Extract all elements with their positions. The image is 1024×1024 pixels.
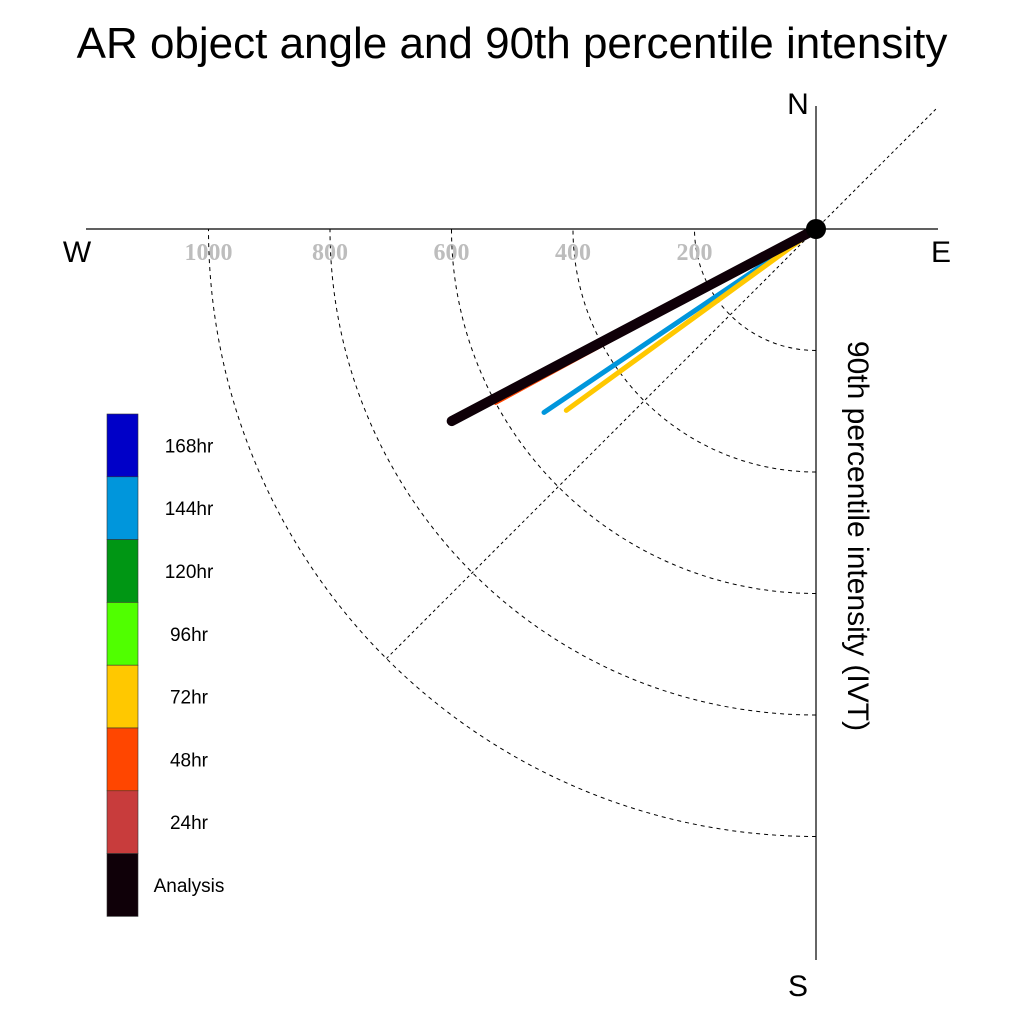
vector-analysis — [446, 224, 821, 427]
legend-label-120hr: 120hr — [165, 562, 214, 583]
legend-label-96hr: 96hr — [170, 625, 209, 646]
compass-north-label: N — [787, 88, 809, 121]
compass-west-label: W — [63, 236, 92, 269]
legend-swatch-96hr — [106, 602, 139, 666]
tick-label-800: 800 — [312, 240, 348, 266]
legend-swatch-168hr — [106, 413, 139, 478]
vector-72hr — [563, 226, 819, 413]
legend-swatch-144hr — [106, 476, 139, 540]
legend-swatch-24hr — [106, 790, 139, 854]
intensity-vectors — [446, 224, 821, 427]
legend-label-72hr: 72hr — [170, 688, 209, 709]
legend: 168hr 144hr 120hr 96hr 72hr 48hr 24hr Analysis — [106, 413, 225, 917]
grid-arc-200 — [694, 228, 817, 351]
tick-label-400: 400 — [555, 240, 591, 266]
origin-marker — [806, 219, 826, 239]
y-axis-label: 90th percentile intensity (IVT) — [841, 341, 874, 731]
compass-east-label: E — [931, 236, 951, 269]
legend-swatch-analysis — [106, 853, 139, 917]
grid-diagonal — [386, 106, 939, 659]
legend-label-24hr: 24hr — [170, 813, 209, 834]
tick-label-600: 600 — [434, 240, 470, 266]
legend-label-analysis: Analysis — [154, 876, 225, 897]
legend-swatch-120hr — [106, 539, 139, 603]
compass-axes — [86, 106, 938, 960]
grid-arc-800 — [329, 228, 817, 716]
chart-title: AR object angle and 90th percentile inte… — [77, 19, 948, 68]
dashed-grid — [208, 106, 939, 837]
legend-swatch-48hr — [106, 727, 139, 792]
legend-swatch-72hr — [106, 664, 139, 729]
legend-label-48hr: 48hr — [170, 750, 209, 771]
compass-south-label: S — [788, 970, 808, 1003]
tick-label-1000: 1000 — [185, 240, 233, 266]
legend-label-168hr: 168hr — [165, 436, 214, 457]
legend-label-144hr: 144hr — [165, 499, 214, 520]
grid-arc-1000 — [208, 228, 817, 837]
tick-label-200: 200 — [677, 240, 713, 266]
radial-tick-labels: 200 400 600 800 1000 — [185, 240, 713, 266]
